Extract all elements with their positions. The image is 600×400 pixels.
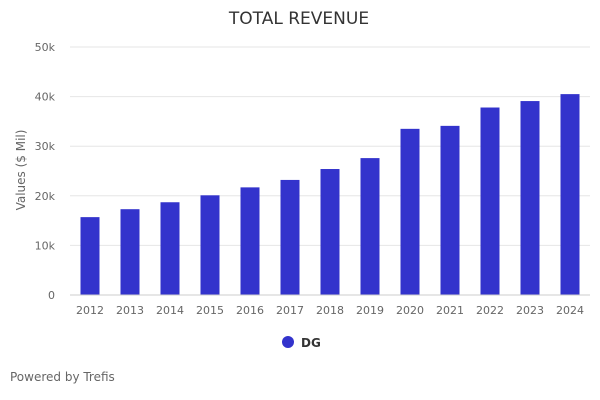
y-axis-ticks: 0 10k 20k 30k 40k 50k bbox=[35, 41, 56, 302]
x-axis-ticks: 2012 2013 2014 2015 2016 2017 2018 2019 2020 2021… bbox=[76, 304, 584, 317]
legend-label-dg[interactable]: DG bbox=[301, 336, 321, 350]
x-tick-label: 2013 bbox=[116, 304, 144, 317]
x-tick-label: 2018 bbox=[316, 304, 344, 317]
grid-lines bbox=[70, 46, 590, 246]
bar-2016[interactable] bbox=[240, 187, 260, 295]
bar-2022[interactable] bbox=[480, 107, 500, 296]
bars bbox=[80, 94, 580, 296]
x-tick-label: 2014 bbox=[156, 304, 184, 317]
y-axis-label: Values ($ Mil) bbox=[14, 130, 28, 211]
x-tick-label: 2017 bbox=[276, 304, 304, 317]
x-tick-label: 2021 bbox=[436, 304, 464, 317]
bar-2018[interactable] bbox=[320, 169, 340, 295]
bar-2019[interactable] bbox=[360, 158, 380, 295]
x-tick-label: 2012 bbox=[76, 304, 104, 317]
bar-2021[interactable] bbox=[440, 125, 460, 295]
bar-2023[interactable] bbox=[520, 101, 540, 296]
bar-2012[interactable] bbox=[80, 217, 100, 295]
bar-2013[interactable] bbox=[120, 209, 140, 295]
bar-2014[interactable] bbox=[160, 202, 180, 295]
y-tick-label: 20k bbox=[35, 190, 56, 203]
legend-swatch-dg[interactable] bbox=[282, 336, 294, 348]
y-tick-label: 10k bbox=[35, 239, 56, 252]
y-tick-label: 0 bbox=[48, 289, 55, 302]
bar-2015[interactable] bbox=[200, 195, 220, 295]
bar-2024[interactable] bbox=[560, 94, 580, 296]
chart-title: TOTAL REVENUE bbox=[228, 9, 369, 29]
bar-2020[interactable] bbox=[400, 128, 420, 295]
x-tick-label: 2019 bbox=[356, 304, 384, 317]
x-tick-label: 2022 bbox=[476, 304, 504, 317]
y-tick-label: 40k bbox=[35, 91, 56, 104]
x-tick-label: 2020 bbox=[396, 304, 424, 317]
legend[interactable]: DG bbox=[282, 336, 321, 350]
bar-2017[interactable] bbox=[280, 179, 300, 295]
y-tick-label: 50k bbox=[35, 41, 56, 54]
x-tick-label: 2023 bbox=[516, 304, 544, 317]
y-tick-label: 30k bbox=[35, 140, 56, 153]
powered-by-credit[interactable]: Powered by Trefis bbox=[10, 370, 115, 384]
x-tick-label: 2024 bbox=[556, 304, 584, 317]
x-tick-label: 2015 bbox=[196, 304, 224, 317]
x-tick-label: 2016 bbox=[236, 304, 264, 317]
